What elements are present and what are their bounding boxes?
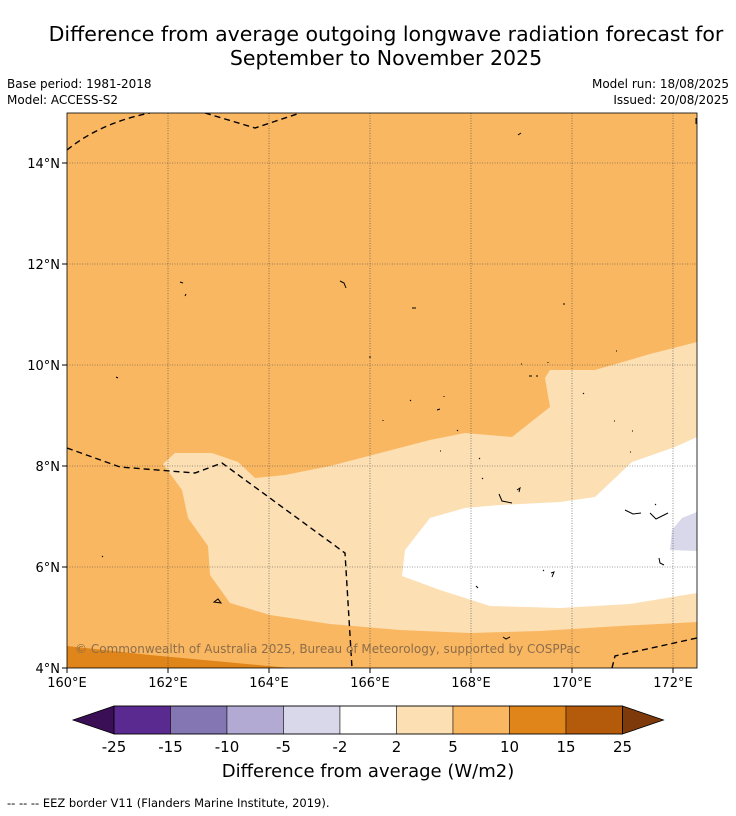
colorbar-segment-7: [509, 705, 567, 735]
title-line-1: Difference from average outgoing longwav…: [48, 22, 724, 46]
lon-label-168: 168°E: [451, 676, 491, 691]
eez-border-lines: [67, 113, 697, 668]
title-line-2: September to November 2025: [229, 46, 543, 70]
lat-label-14: 14°N: [27, 157, 60, 172]
eez-legend-note: -- -- -- EEZ border V11 (Flanders Marine…: [7, 796, 330, 810]
anomaly-neutral-region: [402, 437, 697, 608]
issued-date: Issued: 20/08/2025: [613, 93, 729, 107]
colorbar: -25 -15 -10 -5 -2 2 5 10 15 25: [71, 705, 665, 756]
lon-label-172: 172°E: [653, 676, 693, 691]
anomaly-10-15-region: [67, 646, 290, 668]
colorbar-segment-0: [113, 705, 171, 735]
colorbar-segment-6: [452, 705, 510, 735]
graticule: [67, 113, 697, 668]
meta-left: Base period: 1981-2018 Model: ACCESS-S2: [7, 76, 152, 108]
lon-label-164: 164°E: [249, 676, 289, 691]
island-outlines: [101, 118, 697, 640]
model-run: Model run: 18/08/2025: [591, 77, 729, 91]
colorbar-extend-high: [622, 705, 665, 735]
lat-label-6: 6°N: [36, 561, 61, 576]
anomaly-minus-2-5-region: [670, 512, 697, 551]
colorbar-segment-2: [226, 705, 284, 735]
lat-ticks: [62, 162, 67, 669]
lat-label-12: 12°N: [27, 258, 60, 273]
lat-label-10: 10°N: [27, 359, 60, 374]
colorbar-label-7: 10: [500, 738, 519, 756]
lon-tick-labels: 160°E 162°E 164°E 166°E 168°E 170°E 172°…: [47, 676, 693, 691]
colorbar-extend-low: [71, 705, 115, 735]
colorbar-label-9: 25: [613, 738, 632, 756]
lon-ticks: [66, 668, 674, 673]
colorbar-segment-1: [170, 705, 228, 735]
colorbar-segment-8: [565, 705, 623, 735]
colorbar-label-8: 15: [556, 738, 575, 756]
lon-label-162: 162°E: [148, 676, 188, 691]
colorbar-label-2: -10: [215, 738, 240, 756]
meta-right: Model run: 18/08/2025 Issued: 20/08/2025: [592, 76, 729, 108]
map-area: © Commonwealth of Australia 2025, Bureau…: [67, 113, 697, 668]
colorbar-label-5: 2: [392, 738, 402, 756]
colorbar-label-6: 5: [448, 738, 458, 756]
lat-tick-labels: 4°N 6°N 8°N 10°N 12°N 14°N: [27, 157, 60, 677]
lon-label-166: 166°E: [350, 676, 390, 691]
colorbar-label-1: -15: [158, 738, 183, 756]
base-period: Base period: 1981-2018: [7, 77, 152, 91]
lon-label-160: 160°E: [47, 676, 87, 691]
colorbar-segment-4: [339, 705, 397, 735]
colorbar-label-4: -2: [333, 738, 348, 756]
copyright-notice: © Commonwealth of Australia 2025, Bureau…: [75, 642, 580, 656]
colorbar-label-0: -25: [102, 738, 127, 756]
lat-label-8: 8°N: [36, 460, 61, 475]
colorbar-segment-3: [283, 705, 341, 735]
model-name: Model: ACCESS-S2: [7, 93, 119, 107]
colorbar-label-3: -5: [276, 738, 291, 756]
colorbar-segment-5: [396, 705, 454, 735]
colorbar-frame: [113, 705, 623, 735]
map-title: Difference from average outgoing longwav…: [0, 22, 736, 70]
map-frame: [66, 112, 698, 669]
lat-label-4: 4°N: [36, 662, 61, 677]
lon-label-170: 170°E: [552, 676, 592, 691]
colorbar-title: Difference from average (W/m2): [221, 761, 515, 782]
